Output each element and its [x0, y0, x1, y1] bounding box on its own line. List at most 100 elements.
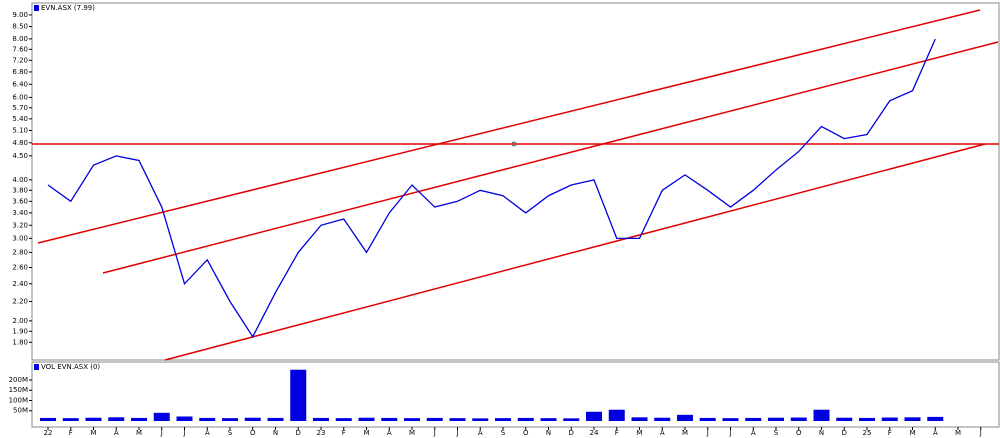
y-tick-label: 3.20 [12, 221, 28, 229]
volume-bar [586, 411, 602, 421]
volume-bar [290, 369, 307, 421]
legend-text: EVN.ASX (7.99) [41, 4, 95, 12]
volume-bar [540, 418, 557, 421]
volume-bar [472, 418, 489, 421]
x-tick-label: A [660, 429, 665, 437]
y-tick-label: 2.00 [12, 317, 28, 325]
legend-swatch [34, 364, 39, 370]
volume-bar [131, 417, 147, 421]
volume-bar [745, 417, 762, 421]
x-tick-label: A [478, 429, 483, 437]
volume-bar [85, 417, 102, 421]
x-tick-label: D [842, 429, 847, 437]
x-tick-label: N [546, 429, 551, 437]
price-panel [31, 2, 1000, 361]
volume-bar [313, 417, 329, 421]
trend-lines [32, 9, 999, 361]
x-tick-label: M [636, 429, 642, 437]
y-tick-label: 3.80 [12, 186, 28, 194]
y-tick-label: 50M [13, 407, 28, 415]
volume-bar [654, 417, 671, 421]
volume-bar [222, 418, 238, 421]
y-tick-label: 3.60 [12, 197, 28, 205]
volume-bar [404, 418, 420, 421]
volume-bar [699, 417, 716, 421]
y-tick-label: 2.80 [12, 248, 28, 256]
x-tick-label: M [363, 429, 369, 437]
x-tick-label: J [433, 429, 436, 437]
volume-bar [267, 417, 284, 421]
volume-panel [31, 361, 1000, 428]
volume-bar [517, 417, 534, 421]
volume-bar [153, 412, 170, 421]
x-tick-label: F [342, 429, 346, 437]
marker [511, 141, 517, 147]
x-tick-label: O [523, 429, 529, 437]
volume-bar [722, 418, 739, 421]
volume-bar [563, 418, 580, 421]
trend-line [102, 41, 999, 274]
trend-line [37, 9, 981, 244]
volume-bar [358, 417, 375, 421]
x-tick-label: A [205, 429, 210, 437]
volume-bar [608, 409, 625, 421]
y-tick-label: 5.10 [12, 126, 28, 134]
x-tick-label: N [819, 429, 824, 437]
volume-bar [381, 417, 398, 421]
x-tick-label: 24 [590, 429, 599, 437]
y-tick-label: 4.80 [12, 139, 28, 147]
y-tick-label: 6.80 [12, 68, 28, 76]
y-tick-label: 6.40 [12, 80, 28, 88]
y-tick-label: 5.70 [12, 104, 28, 112]
volume-bar [426, 417, 443, 421]
y-tick-label: 4.00 [12, 176, 28, 184]
x-tick-label: J [160, 429, 163, 437]
x-tick-label: S [774, 429, 779, 437]
x-tick-label: A [387, 429, 392, 437]
volume-bar [176, 416, 193, 421]
volume-bar [790, 417, 807, 421]
volume-bar [495, 418, 511, 421]
price-line [47, 38, 936, 339]
volume-bar [108, 417, 125, 421]
trend-line [164, 143, 986, 361]
volume-bar [927, 416, 944, 421]
x-tick-label: 23 [317, 429, 326, 437]
legend-text: VOL EVN.ASX (0) [41, 363, 100, 371]
x-tick-label: O [250, 429, 256, 437]
y-tick-label: 200M [9, 376, 28, 384]
volume-bar [677, 414, 693, 421]
y-tick-label: 3.40 [12, 209, 28, 217]
volume-bar [881, 417, 898, 421]
x-tick-label: O [796, 429, 802, 437]
x-tick-label: M [136, 429, 142, 437]
y-tick-label: 4.50 [12, 152, 28, 160]
x-tick-label: 25 [863, 429, 872, 437]
y-tick-label: 100M [9, 396, 28, 404]
x-tick-label: M [955, 429, 961, 437]
x-tick-label: F [69, 429, 73, 437]
x-tick-label: M [90, 429, 96, 437]
y-tick-label: 6.00 [12, 93, 28, 101]
volume-bar [813, 409, 830, 421]
volume-bar [768, 417, 784, 421]
x-tick-label: S [501, 429, 506, 437]
y-tick-label: 9.00 [12, 11, 28, 19]
y-tick-label: 150M [9, 386, 28, 394]
y-tick-label: 8.50 [12, 23, 28, 31]
y-tick-label: 1.90 [12, 327, 28, 335]
volume-bar [244, 417, 261, 421]
volume-bar [631, 417, 648, 421]
x-tick-label: J [706, 429, 709, 437]
volume-bar [904, 417, 921, 421]
x-tick-label: A [933, 429, 938, 437]
volume-bar [836, 417, 853, 421]
y-tick-label: 7.60 [12, 45, 28, 53]
legend-swatch [34, 5, 39, 11]
volume-bar [199, 417, 216, 421]
x-tick-label: M [409, 429, 415, 437]
x-tick-label: 22 [44, 429, 53, 437]
x-tick-label: J [455, 429, 458, 437]
y-tick-label: 3.00 [12, 234, 28, 242]
